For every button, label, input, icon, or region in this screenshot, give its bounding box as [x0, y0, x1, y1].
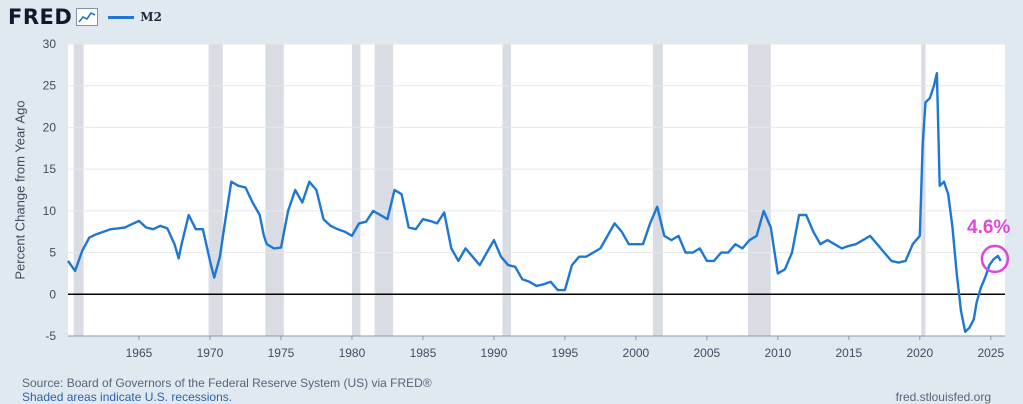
legend-label: M2: [140, 10, 162, 24]
plot-area: [68, 44, 1005, 336]
recession-band: [351, 44, 361, 336]
recession-note[interactable]: Shaded areas indicate U.S. recessions.: [22, 390, 233, 404]
legend-swatch: [108, 15, 135, 19]
x-tick-label: 2015: [835, 346, 862, 360]
x-tick-label: 2000: [623, 346, 650, 360]
y-tick-label: 20: [43, 120, 57, 134]
y-tick-label: 10: [43, 204, 57, 218]
y-tick-label: -5: [45, 329, 56, 343]
x-tick-label: 1975: [268, 346, 295, 360]
recession-band: [652, 44, 663, 336]
recession-band: [502, 44, 511, 336]
x-tick-label: 2010: [764, 346, 791, 360]
x-tick-label: 2025: [977, 346, 1004, 360]
chart-header: FRED M2: [8, 4, 162, 30]
x-tick-label: 1990: [481, 346, 508, 360]
fred-url[interactable]: fred.stlouisfed.org: [895, 390, 991, 404]
source-note: Source: Board of Governors of the Federa…: [22, 376, 432, 390]
recession-band: [921, 44, 926, 336]
x-tick-label: 1970: [197, 346, 224, 360]
recession-band: [208, 44, 223, 336]
y-tick-label: 30: [43, 37, 57, 51]
legend: M2: [108, 10, 162, 24]
series-line-m2: [67, 71, 1002, 333]
x-tick-label: 2020: [906, 346, 933, 360]
chart-line-icon[interactable]: [76, 8, 99, 26]
x-tick-label: 1965: [126, 346, 153, 360]
y-tick-label: 0: [49, 287, 56, 301]
recession-band: [73, 44, 84, 336]
y-tick-label: 15: [43, 162, 57, 176]
recession-band: [374, 44, 394, 336]
annotation-circle: [980, 244, 1010, 274]
x-tick-label: 2005: [694, 346, 721, 360]
recession-band: [265, 44, 284, 336]
y-tick-label: 25: [43, 79, 57, 93]
x-tick-label: 1995: [552, 346, 579, 360]
fred-logo[interactable]: FRED: [8, 5, 73, 29]
x-tick-label: 1985: [410, 346, 437, 360]
x-tick-label: 1980: [339, 346, 366, 360]
y-tick-label: 5: [49, 246, 56, 260]
recession-band: [748, 44, 771, 336]
annotation-label: 4.6%: [967, 217, 1011, 238]
